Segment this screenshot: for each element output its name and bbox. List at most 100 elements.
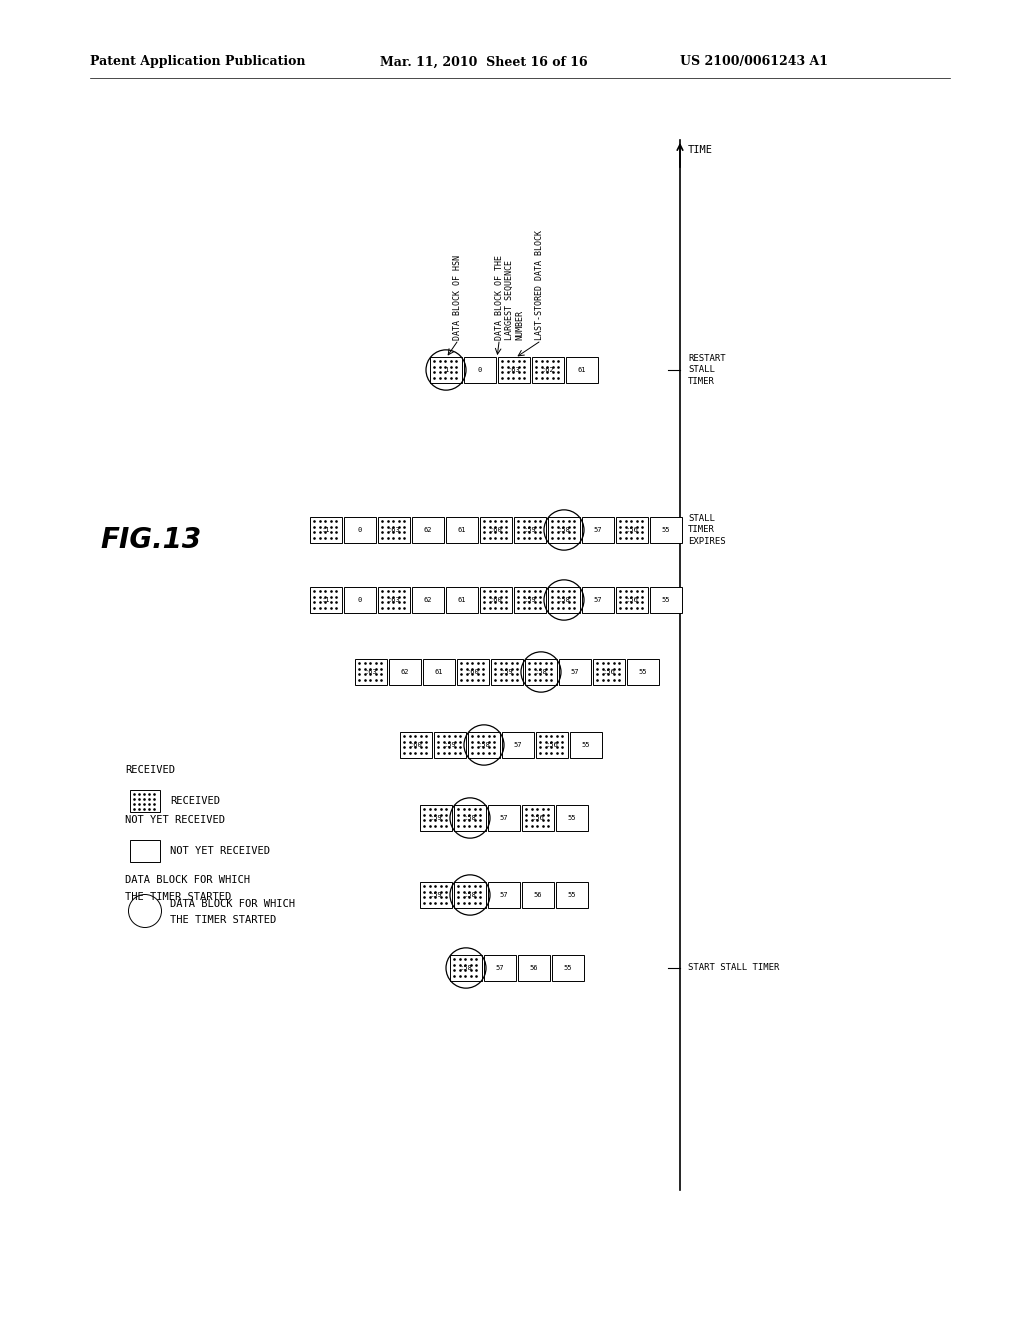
- Bar: [480, 587, 512, 612]
- Bar: [570, 733, 602, 758]
- Bar: [514, 587, 546, 612]
- Text: THE TIMER STARTED: THE TIMER STARTED: [125, 892, 231, 902]
- Bar: [344, 587, 376, 612]
- Text: 55: 55: [567, 814, 577, 821]
- Text: :58: :58: [558, 527, 570, 533]
- Bar: [490, 659, 523, 685]
- Text: 61: 61: [435, 669, 443, 675]
- Bar: [480, 517, 512, 543]
- Bar: [457, 659, 489, 685]
- Bar: [556, 882, 588, 908]
- Text: LAST-STORED DATA BLOCK: LAST-STORED DATA BLOCK: [535, 230, 544, 341]
- Bar: [446, 517, 478, 543]
- Text: 55: 55: [662, 597, 671, 603]
- Text: DATA BLOCK OF THE
LARGEST SEQUENCE
NUMBER: DATA BLOCK OF THE LARGEST SEQUENCE NUMBE…: [495, 255, 524, 341]
- Text: 55: 55: [582, 742, 590, 748]
- Text: 61: 61: [578, 367, 587, 374]
- Text: :56: :56: [531, 814, 545, 821]
- Bar: [548, 587, 580, 612]
- Bar: [430, 356, 462, 383]
- Text: RECEIVED: RECEIVED: [170, 796, 220, 807]
- Bar: [536, 733, 568, 758]
- Bar: [650, 587, 682, 612]
- Bar: [400, 733, 432, 758]
- Text: :60: :60: [467, 669, 479, 675]
- Text: 57: 57: [514, 742, 522, 748]
- Bar: [522, 805, 554, 832]
- Text: :58: :58: [460, 965, 472, 972]
- Bar: [434, 733, 466, 758]
- Bar: [130, 840, 160, 862]
- Text: NOT YET RECEIVED: NOT YET RECEIVED: [170, 846, 270, 855]
- Bar: [582, 517, 614, 543]
- Text: 62: 62: [424, 597, 432, 603]
- Bar: [468, 733, 500, 758]
- Text: 57: 57: [594, 597, 602, 603]
- Bar: [582, 587, 614, 612]
- Text: :59: :59: [523, 597, 537, 603]
- Bar: [548, 517, 580, 543]
- Text: 55: 55: [662, 527, 671, 533]
- Bar: [502, 733, 534, 758]
- Bar: [484, 954, 516, 981]
- Text: RESTART
STALL
TIMER: RESTART STALL TIMER: [688, 354, 726, 385]
- Bar: [525, 659, 557, 685]
- Text: 61: 61: [458, 527, 466, 533]
- Text: 61: 61: [458, 597, 466, 603]
- Bar: [464, 356, 496, 383]
- Text: :62: :62: [542, 367, 554, 374]
- Text: 62: 62: [400, 669, 410, 675]
- Bar: [593, 659, 625, 685]
- Text: :63: :63: [365, 669, 378, 675]
- Bar: [488, 805, 520, 832]
- Text: STALL
TIMER
EXPIRES: STALL TIMER EXPIRES: [688, 515, 726, 545]
- Bar: [532, 356, 564, 383]
- Bar: [514, 517, 546, 543]
- Bar: [454, 882, 486, 908]
- Text: :58: :58: [558, 597, 570, 603]
- Text: DATA BLOCK FOR WHICH: DATA BLOCK FOR WHICH: [170, 899, 295, 909]
- Text: START STALL TIMER: START STALL TIMER: [688, 964, 779, 973]
- Text: 57: 57: [594, 527, 602, 533]
- Bar: [378, 587, 410, 612]
- Bar: [310, 517, 342, 543]
- Text: :60: :60: [410, 742, 422, 748]
- Text: :59: :59: [443, 742, 457, 748]
- Text: :63: :63: [388, 527, 400, 533]
- Text: :56: :56: [626, 527, 638, 533]
- Text: :58: :58: [464, 814, 476, 821]
- Text: 57: 57: [500, 892, 508, 898]
- Text: :60: :60: [489, 527, 503, 533]
- Bar: [650, 517, 682, 543]
- Text: :59: :59: [430, 814, 442, 821]
- Text: :58: :58: [535, 669, 548, 675]
- Text: :56: :56: [546, 742, 558, 748]
- Text: 0: 0: [357, 527, 362, 533]
- Text: 57: 57: [500, 814, 508, 821]
- Text: :63: :63: [388, 597, 400, 603]
- Text: :60: :60: [489, 597, 503, 603]
- Bar: [420, 805, 452, 832]
- Bar: [552, 954, 584, 981]
- Bar: [389, 659, 421, 685]
- Text: :56: :56: [603, 669, 615, 675]
- Text: 55: 55: [567, 892, 577, 898]
- Bar: [446, 587, 478, 612]
- Bar: [344, 517, 376, 543]
- Text: US 2100/0061243 A1: US 2100/0061243 A1: [680, 55, 828, 69]
- Text: :59: :59: [523, 527, 537, 533]
- Text: 1: 1: [443, 367, 449, 374]
- Text: 56: 56: [529, 965, 539, 972]
- Bar: [423, 659, 455, 685]
- Text: RECEIVED: RECEIVED: [125, 766, 175, 775]
- Text: :59: :59: [430, 892, 442, 898]
- Text: :59: :59: [501, 669, 513, 675]
- Text: 0: 0: [357, 597, 362, 603]
- Text: :1: :1: [322, 597, 331, 603]
- Text: :58: :58: [477, 742, 490, 748]
- Text: :58: :58: [464, 892, 476, 898]
- Bar: [498, 356, 530, 383]
- Text: 55: 55: [639, 669, 647, 675]
- Text: TIME: TIME: [688, 145, 713, 154]
- Text: :63: :63: [508, 367, 520, 374]
